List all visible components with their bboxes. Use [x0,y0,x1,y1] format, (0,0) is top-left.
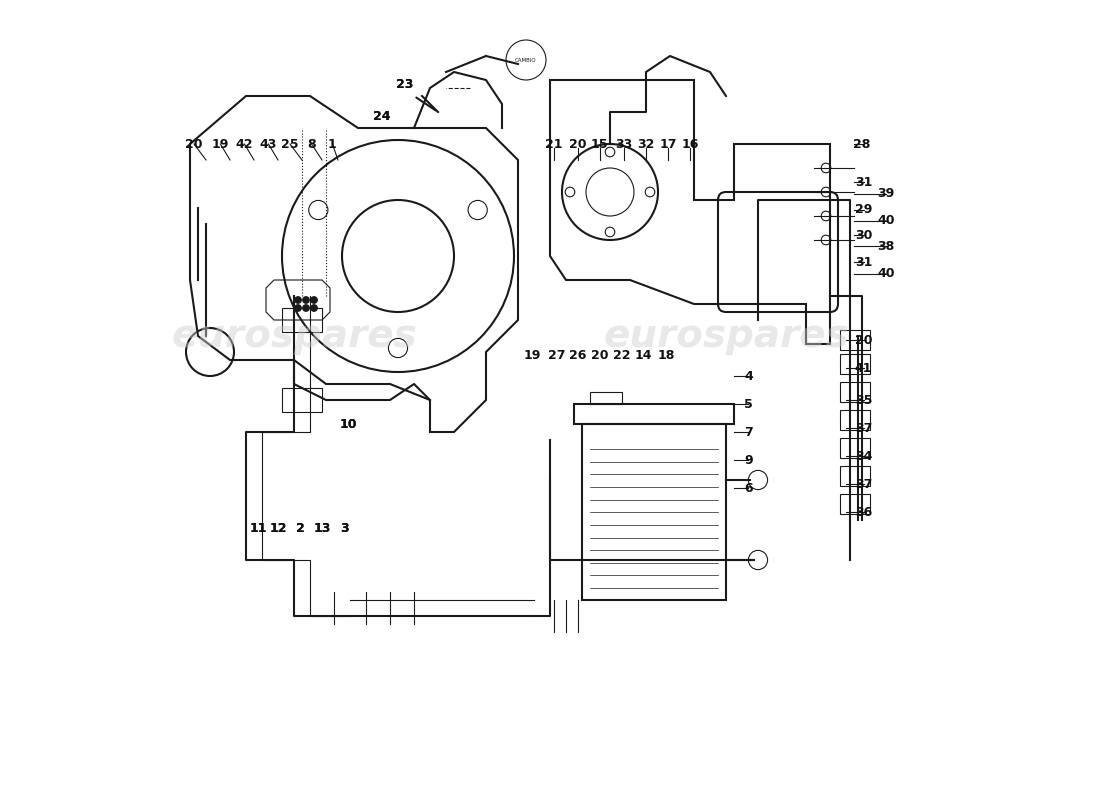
Text: 4: 4 [744,370,752,382]
Text: 6: 6 [744,482,752,494]
Text: 23: 23 [396,78,414,90]
Text: 28: 28 [854,138,871,150]
Circle shape [311,297,317,303]
Text: 31: 31 [855,256,872,269]
Text: CAMBIO: CAMBIO [515,58,537,62]
Text: 36: 36 [855,506,872,518]
Text: 8: 8 [307,138,316,150]
Text: 41: 41 [855,362,872,374]
Text: 32: 32 [637,138,654,150]
Text: 2: 2 [296,522,305,534]
Text: eurospares: eurospares [603,317,849,355]
Bar [839,354,870,374]
Text: 3: 3 [340,522,349,534]
Text: 37: 37 [855,422,872,434]
Text: 9: 9 [744,454,752,466]
Text: eurospares: eurospares [172,317,417,355]
Text: 24: 24 [373,110,390,122]
Bar [839,410,870,430]
Bar [574,404,734,424]
Circle shape [295,305,301,311]
Text: 31: 31 [855,176,872,189]
Bar [282,388,322,412]
Text: 30: 30 [855,229,872,242]
Text: 3: 3 [340,522,349,534]
Text: 29: 29 [855,203,872,216]
Text: 34: 34 [855,450,872,462]
Text: 38: 38 [878,240,894,253]
Circle shape [311,305,317,311]
Text: 22: 22 [614,350,630,362]
Text: 14: 14 [635,350,652,362]
Text: 25: 25 [282,138,299,150]
Text: 11: 11 [250,522,266,534]
Circle shape [302,297,309,303]
Text: 10: 10 [340,418,358,430]
Circle shape [295,297,301,303]
Text: 40: 40 [878,267,894,280]
Text: 10: 10 [340,418,358,430]
Text: 20: 20 [185,138,202,150]
Text: 20: 20 [591,350,608,362]
Text: 20: 20 [855,334,872,346]
Text: 40: 40 [878,214,894,227]
Text: 35: 35 [855,394,872,406]
Text: 23: 23 [396,78,414,90]
Text: 19: 19 [211,138,229,150]
Text: 18: 18 [658,350,674,362]
Bar [839,382,870,402]
Text: 13: 13 [314,522,331,534]
Text: 12: 12 [270,522,287,534]
Text: 12: 12 [270,522,287,534]
Text: 26: 26 [570,350,586,362]
Text: 20: 20 [570,138,586,150]
Text: 39: 39 [878,187,894,200]
Text: 7: 7 [744,426,752,438]
Text: 27: 27 [548,350,565,362]
Bar [839,466,870,486]
Text: 2: 2 [296,522,305,534]
Text: 21: 21 [546,138,563,150]
Text: 43: 43 [260,138,277,150]
Text: 13: 13 [314,522,331,534]
Bar [839,494,870,514]
Text: 15: 15 [591,138,608,150]
Text: 1: 1 [328,138,337,150]
Text: 37: 37 [855,478,872,490]
Text: 24: 24 [373,110,390,122]
Bar [582,424,726,600]
Text: 5: 5 [744,398,752,410]
Text: 42: 42 [235,138,253,150]
Bar [839,438,870,458]
Bar [590,392,621,404]
Text: 16: 16 [681,138,698,150]
Text: 33: 33 [615,138,632,150]
Circle shape [302,305,309,311]
Text: 17: 17 [660,138,678,150]
Bar [839,330,870,350]
Bar [282,308,322,332]
Text: 11: 11 [250,522,266,534]
Text: 19: 19 [524,350,541,362]
